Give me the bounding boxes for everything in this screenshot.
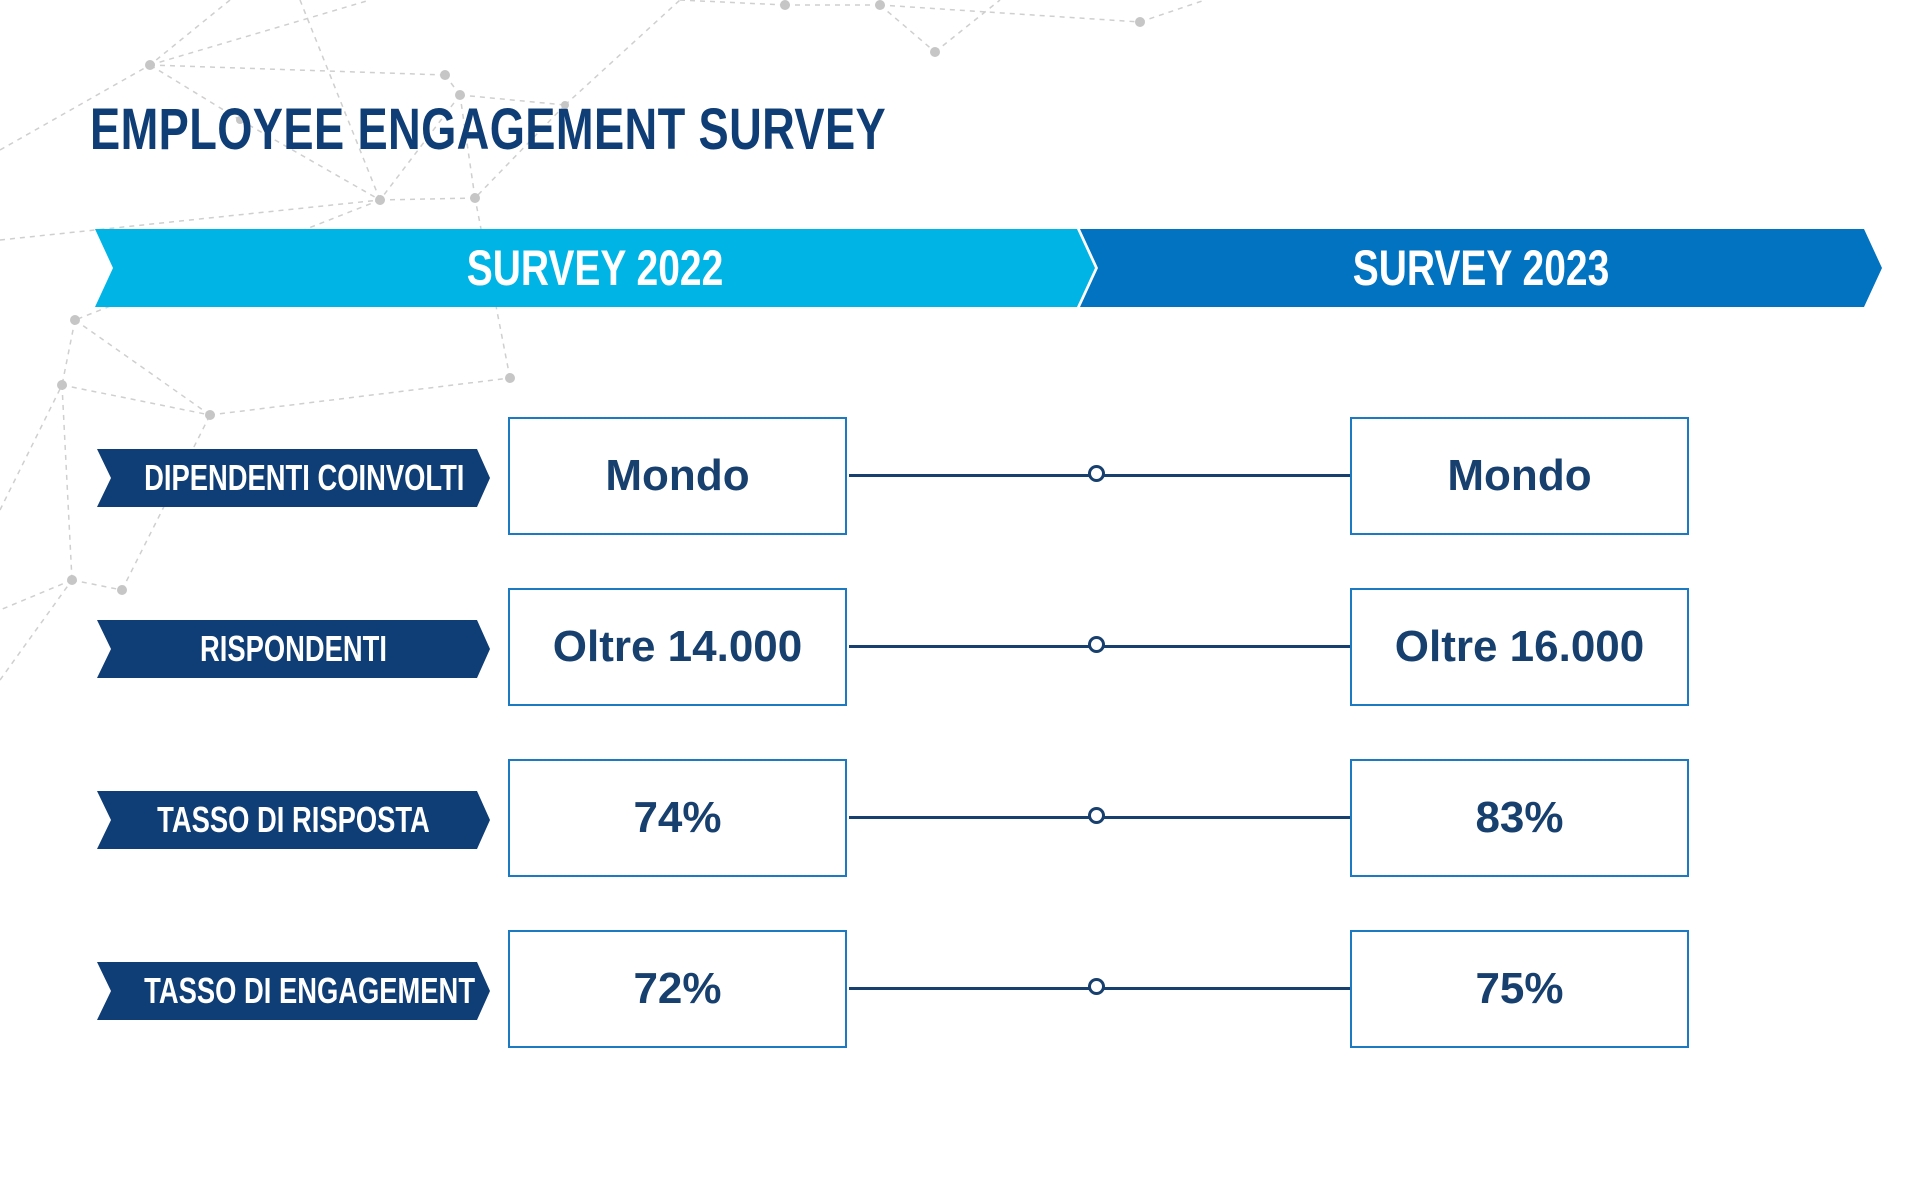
value-box-2022: 74% [508, 759, 847, 877]
row-dipendenti-coinvolti: DIPENDENTI COINVOLTI Mondo Mondo [0, 417, 1920, 539]
connector-dot-icon [1088, 465, 1105, 482]
value-box-2023: 83% [1350, 759, 1689, 877]
row-label: TASSO DI ENGAGEMENT [144, 970, 476, 1011]
value-2023: 75% [1475, 964, 1564, 1013]
value-2023: Mondo [1447, 451, 1592, 500]
survey-2022-header-label: SURVEY 2022 [466, 240, 724, 296]
value-box-2023: 75% [1350, 930, 1689, 1048]
row-tasso-di-engagement: TASSO DI ENGAGEMENT 72% 75% [0, 930, 1920, 1052]
row-label-arrow: TASSO DI ENGAGEMENT [97, 962, 490, 1020]
connector-dot-icon [1088, 636, 1105, 653]
row-label: DIPENDENTI COINVOLTI [144, 457, 465, 498]
value-box-2022: Oltre 14.000 [508, 588, 847, 706]
row-label-arrow: RISPONDENTI [97, 620, 490, 678]
survey-2023-header-label: SURVEY 2023 [1352, 240, 1610, 296]
value-2022: 74% [633, 793, 722, 842]
page-title: EMPLOYEE ENGAGEMENT SURVEY [90, 97, 887, 162]
row-rispondenti: RISPONDENTI Oltre 14.000 Oltre 16.000 [0, 588, 1920, 710]
value-box-2023: Oltre 16.000 [1350, 588, 1689, 706]
row-tasso-di-risposta: TASSO DI RISPOSTA 74% 83% [0, 759, 1920, 881]
connector-dot-icon [1088, 978, 1105, 995]
value-box-2022: 72% [508, 930, 847, 1048]
row-label-arrow: TASSO DI RISPOSTA [97, 791, 490, 849]
value-box-2022: Mondo [508, 417, 847, 535]
value-box-2023: Mondo [1350, 417, 1689, 535]
value-2022: Mondo [605, 451, 750, 500]
value-2022: Oltre 14.000 [552, 622, 803, 671]
survey-2023-header: SURVEY 2023 [1080, 229, 1882, 307]
survey-2022-header: SURVEY 2022 [95, 229, 1095, 307]
value-2022: 72% [633, 964, 722, 1013]
row-label: RISPONDENTI [200, 628, 387, 669]
value-2023: 83% [1475, 793, 1564, 842]
connector-dot-icon [1088, 807, 1105, 824]
row-label-arrow: DIPENDENTI COINVOLTI [97, 449, 490, 507]
row-label: TASSO DI RISPOSTA [157, 799, 430, 840]
value-2023: Oltre 16.000 [1394, 622, 1645, 671]
